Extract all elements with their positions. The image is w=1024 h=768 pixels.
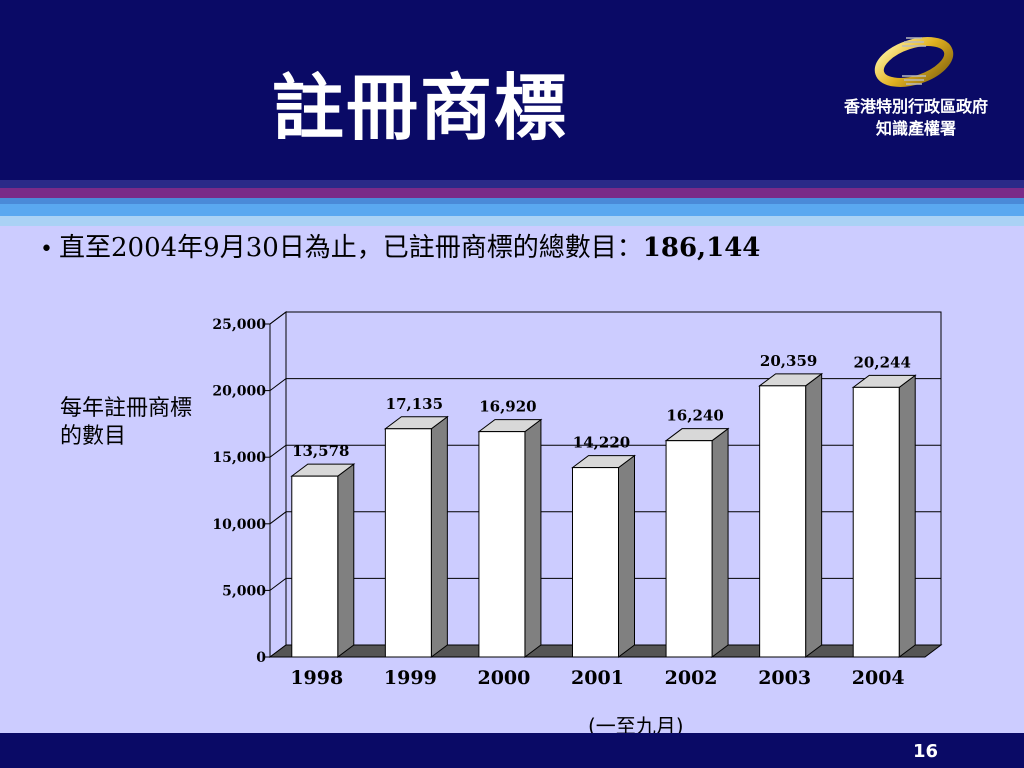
x-tick-label: 2002	[665, 667, 718, 689]
bar-side	[898, 374, 916, 658]
y-tick-label: 5,000	[222, 583, 266, 599]
bar	[291, 475, 339, 658]
header-stripe	[0, 188, 1024, 198]
chart-gridline	[269, 311, 941, 325]
bullet-total: 186,144	[642, 233, 761, 263]
x-tick-label: 2003	[758, 667, 811, 689]
x-tick-label: 2001	[571, 667, 624, 689]
bar-value-label: 20,359	[760, 352, 817, 370]
bar-value-label: 13,578	[292, 442, 349, 460]
bullet-dot-icon: •	[40, 237, 53, 262]
bar-side	[618, 454, 635, 658]
y-tick-label: 0	[256, 650, 266, 666]
bar-side	[337, 463, 355, 658]
bar-chart: 0 5,000 10,000 15,000 20,000 25,000 13,578 1998…	[212, 311, 943, 689]
bullet-text: 直至2004年9月30日為止，已註冊商標的總數目：	[58, 233, 643, 263]
x-tick-label: 2000	[477, 667, 530, 689]
bar	[852, 386, 900, 658]
x-tick-label: 1999	[384, 667, 437, 689]
bar	[478, 431, 526, 658]
bullet-point: • 直至2004年9月30日為止，已註冊商標的總數目：186,144	[40, 230, 760, 268]
page-number: 16	[912, 741, 938, 762]
logo-line-2: 知識產權署	[875, 119, 956, 138]
header-stripe	[0, 216, 1024, 226]
bar	[759, 385, 807, 658]
header-stripe	[0, 204, 1024, 216]
bar	[384, 428, 432, 658]
ipd-logo-text: 香港特別行政區政府 知識產權署	[830, 96, 1002, 140]
slide-title: 註冊商標	[272, 65, 569, 150]
slide-header: 註冊商標 香港特別行政區政府 知識產權署	[0, 0, 1024, 180]
bar-value-label: 20,244	[854, 353, 911, 371]
header-stripe	[0, 198, 1024, 204]
bar-value-label: 14,220	[573, 434, 630, 452]
bar-side	[524, 418, 542, 658]
header-stripe	[0, 180, 1024, 188]
logo-line-1: 香港特別行政區政府	[843, 97, 988, 116]
ipd-logo-ring-icon	[874, 37, 954, 87]
bar-side	[711, 427, 729, 658]
bar-side	[430, 415, 448, 658]
bar	[572, 467, 619, 658]
chart-side-wall	[269, 311, 287, 658]
chart-y-axis-label: 每年註冊商標的數目	[60, 396, 193, 449]
x-tick-label: 1998	[290, 667, 343, 689]
bar-value-label: 16,240	[666, 407, 723, 425]
y-tick-label: 20,000	[212, 384, 266, 400]
bar-value-label: 16,920	[479, 398, 536, 416]
y-tick-label: 15,000	[212, 450, 266, 466]
y-tick-label: 10,000	[212, 517, 266, 533]
bar	[665, 440, 713, 658]
bar-side	[805, 372, 823, 658]
slide-footer: 16	[0, 733, 1024, 768]
x-tick-label: 2004	[852, 667, 905, 689]
chart-gridline	[269, 378, 941, 392]
bar-value-label: 17,135	[386, 395, 443, 413]
y-tick-label: 25,000	[212, 317, 266, 333]
